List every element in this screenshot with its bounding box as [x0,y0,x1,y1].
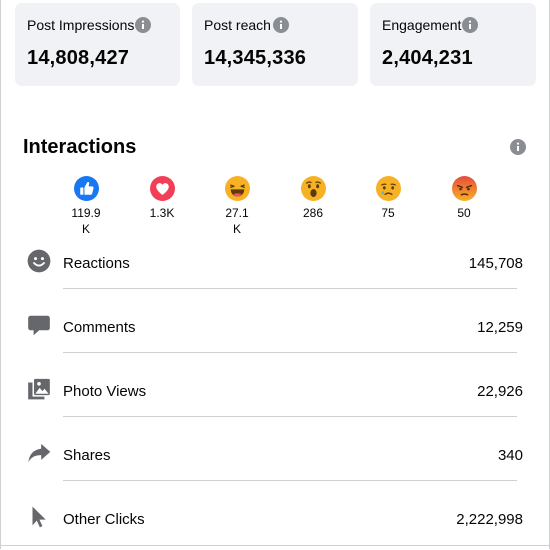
reaction-count: 286 [302,206,324,220]
stat-value: 2,404,231 [382,47,473,69]
metric-row-photo-views: Photo Views 22,926 [0,358,550,422]
reaction-like: 119.9K [61,176,111,237]
stat-card-post-reach: Post reach 14,345,336 [192,3,358,86]
row-divider [63,416,517,417]
reaction-count: 27.1K [225,206,249,236]
row-divider [63,288,517,289]
reaction-wow: 286 [288,176,338,221]
metric-row-comments: Comments 12,259 [0,294,550,358]
reaction-sad: 75 [363,176,413,221]
info-icon[interactable] [273,17,289,33]
frame-left-border [0,0,1,549]
metric-label: Comments [63,319,136,336]
info-icon[interactable] [510,139,526,155]
info-icon[interactable] [135,17,151,33]
info-icon[interactable] [462,17,478,33]
cursor-icon [26,504,52,530]
metric-row-reactions: Reactions 145,708 [0,230,550,294]
metric-row-shares: Shares 340 [0,422,550,486]
haha-icon [224,176,250,201]
row-divider [63,480,517,481]
reaction-count: 119.9K [71,206,101,236]
reaction-angry: 50 [439,176,489,221]
metric-value: 12,259 [477,319,523,336]
row-divider [63,352,517,353]
reaction-haha: 27.1K [212,176,262,237]
metric-label: Photo Views [63,383,147,400]
stat-card-post-impressions: Post Impressions 14,808,427 [15,3,180,86]
metric-value: 340 [497,447,523,464]
angry-icon [451,176,477,201]
comment-icon [26,312,52,338]
stat-label: Post Impressions [27,17,135,33]
like-icon [73,176,99,201]
stat-value: 14,345,336 [204,47,307,69]
reaction-love: 1.3K [137,176,187,221]
stat-value: 14,808,427 [27,47,130,69]
smiley-icon [26,248,52,274]
interactions-title: Interactions [23,136,137,158]
metric-label: Other Clicks [63,511,145,528]
metric-value: 2,222,998 [456,511,523,528]
metric-label: Reactions [63,255,130,272]
metric-row-other-clicks: Other Clicks 2,222,998 [0,486,550,550]
sad-icon [375,176,401,201]
share-icon [26,440,52,466]
love-icon [149,176,175,201]
metric-value: 145,708 [468,255,523,272]
reaction-count: 50 [457,206,471,220]
reaction-count: 75 [381,206,395,220]
reaction-count: 1.3K [149,206,175,220]
stat-card-engagement: Engagement 2,404,231 [370,3,536,86]
metric-label: Shares [63,447,111,464]
wow-icon [300,176,326,201]
stat-label: Engagement [382,17,462,33]
metric-value: 22,926 [477,383,523,400]
photo-icon [26,376,52,402]
stat-label: Post reach [204,17,271,33]
frame-bottom-border [0,545,550,546]
